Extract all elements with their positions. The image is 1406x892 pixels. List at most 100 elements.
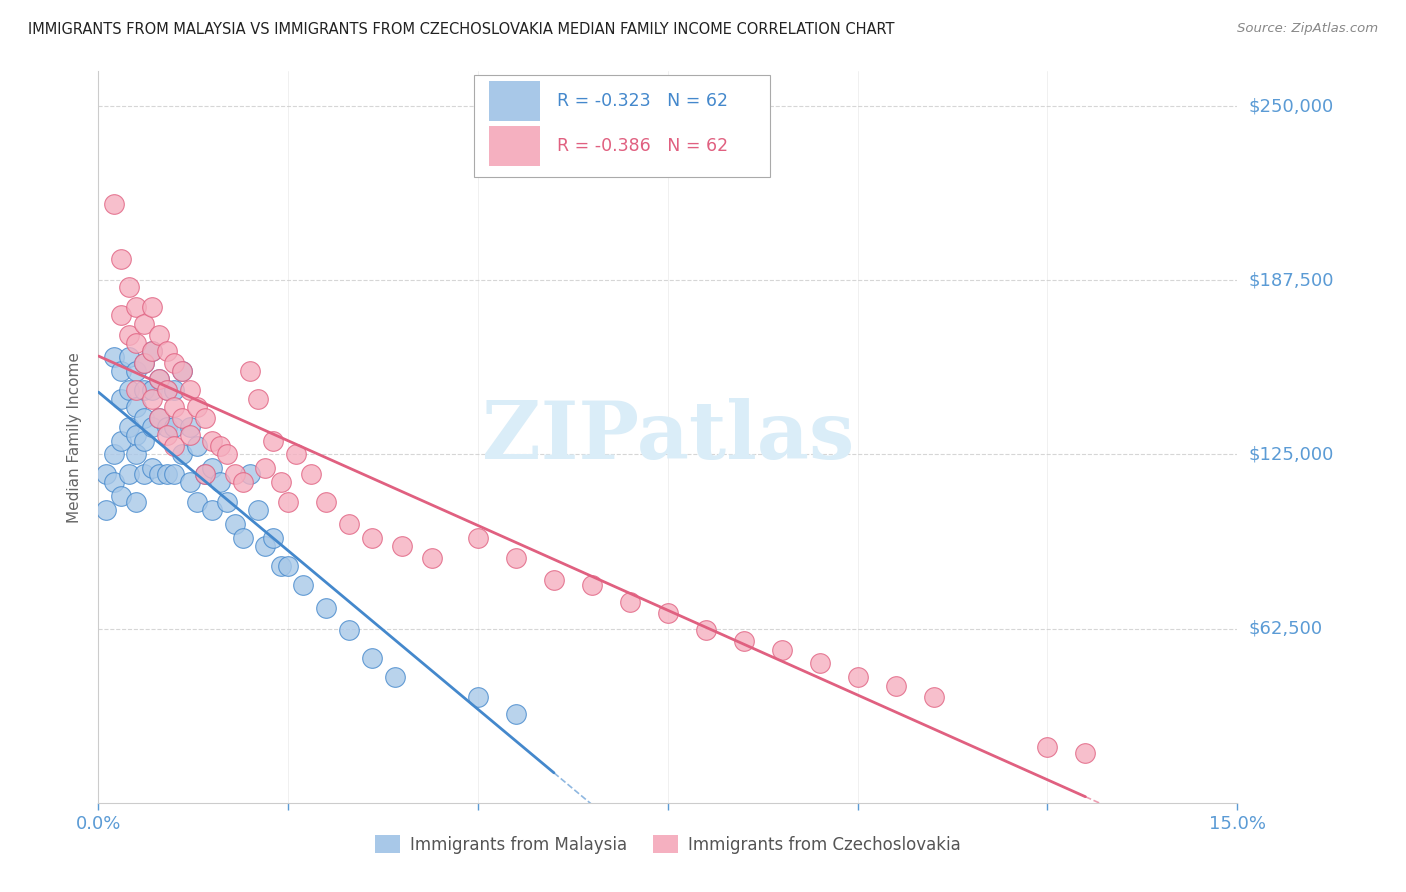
- Point: [103, 350, 125, 364]
- Point: [384, 670, 406, 684]
- Point: [132, 467, 155, 481]
- Point: [125, 400, 148, 414]
- Point: [246, 503, 269, 517]
- Point: [467, 531, 489, 545]
- Point: [141, 344, 163, 359]
- Point: [103, 196, 125, 211]
- Point: [315, 600, 337, 615]
- Point: [254, 461, 277, 475]
- Point: [125, 300, 148, 314]
- Point: [208, 439, 231, 453]
- Point: [125, 364, 148, 378]
- Point: [156, 384, 179, 398]
- Text: $250,000: $250,000: [1249, 97, 1334, 115]
- Point: [148, 467, 170, 481]
- Point: [118, 280, 141, 294]
- Point: [186, 439, 208, 453]
- Point: [201, 434, 224, 448]
- Point: [110, 489, 132, 503]
- Point: [132, 434, 155, 448]
- Point: [110, 392, 132, 406]
- Point: [270, 558, 292, 573]
- Point: [125, 448, 148, 462]
- Point: [141, 300, 163, 314]
- Point: [156, 344, 179, 359]
- Point: [239, 467, 262, 481]
- Bar: [489, 126, 540, 166]
- Point: [132, 355, 155, 369]
- Text: ZIPatlas: ZIPatlas: [482, 398, 853, 476]
- Point: [148, 411, 170, 425]
- Point: [132, 384, 155, 398]
- Point: [657, 607, 679, 621]
- Point: [770, 642, 793, 657]
- Point: [125, 495, 148, 509]
- Point: [118, 327, 141, 342]
- Point: [262, 434, 284, 448]
- Point: [179, 419, 201, 434]
- Point: [194, 411, 217, 425]
- Point: [132, 317, 155, 331]
- Point: [179, 384, 201, 398]
- Point: [170, 448, 193, 462]
- Point: [125, 336, 148, 351]
- Point: [543, 573, 565, 587]
- Point: [217, 495, 239, 509]
- Point: [94, 467, 117, 481]
- Point: [179, 475, 201, 490]
- Point: [337, 623, 360, 637]
- Point: [103, 475, 125, 490]
- Point: [224, 467, 246, 481]
- Point: [118, 467, 141, 481]
- Point: [262, 531, 284, 545]
- Point: [141, 419, 163, 434]
- Bar: [489, 80, 540, 120]
- Point: [217, 448, 239, 462]
- Point: [156, 467, 179, 481]
- FancyBboxPatch shape: [474, 75, 770, 178]
- Point: [337, 517, 360, 532]
- Point: [110, 364, 132, 378]
- Point: [163, 355, 186, 369]
- Point: [422, 550, 444, 565]
- Point: [505, 706, 527, 721]
- Text: $125,000: $125,000: [1249, 445, 1334, 464]
- Point: [194, 467, 217, 481]
- Point: [808, 657, 831, 671]
- Point: [1074, 746, 1097, 760]
- Point: [1036, 740, 1059, 755]
- Point: [118, 419, 141, 434]
- Point: [232, 531, 254, 545]
- Point: [110, 252, 132, 267]
- Point: [232, 475, 254, 490]
- Point: [292, 578, 315, 592]
- Point: [619, 595, 641, 609]
- Point: [360, 531, 382, 545]
- Point: [270, 475, 292, 490]
- Point: [110, 308, 132, 322]
- Point: [884, 679, 907, 693]
- Point: [163, 419, 186, 434]
- Point: [163, 467, 186, 481]
- Point: [141, 344, 163, 359]
- Point: [277, 558, 299, 573]
- Point: [467, 690, 489, 704]
- Point: [156, 419, 179, 434]
- Text: Source: ZipAtlas.com: Source: ZipAtlas.com: [1237, 22, 1378, 36]
- Text: IMMIGRANTS FROM MALAYSIA VS IMMIGRANTS FROM CZECHOSLOVAKIA MEDIAN FAMILY INCOME : IMMIGRANTS FROM MALAYSIA VS IMMIGRANTS F…: [28, 22, 894, 37]
- Point: [163, 439, 186, 453]
- Point: [284, 448, 307, 462]
- Point: [125, 428, 148, 442]
- Point: [141, 392, 163, 406]
- Point: [148, 372, 170, 386]
- Point: [922, 690, 945, 704]
- Point: [118, 350, 141, 364]
- Point: [846, 670, 869, 684]
- Point: [186, 495, 208, 509]
- Point: [110, 434, 132, 448]
- Point: [224, 517, 246, 532]
- Y-axis label: Median Family Income: Median Family Income: [67, 351, 83, 523]
- Point: [315, 495, 337, 509]
- Legend: Immigrants from Malaysia, Immigrants from Czechoslovakia: Immigrants from Malaysia, Immigrants fro…: [368, 829, 967, 860]
- Point: [132, 355, 155, 369]
